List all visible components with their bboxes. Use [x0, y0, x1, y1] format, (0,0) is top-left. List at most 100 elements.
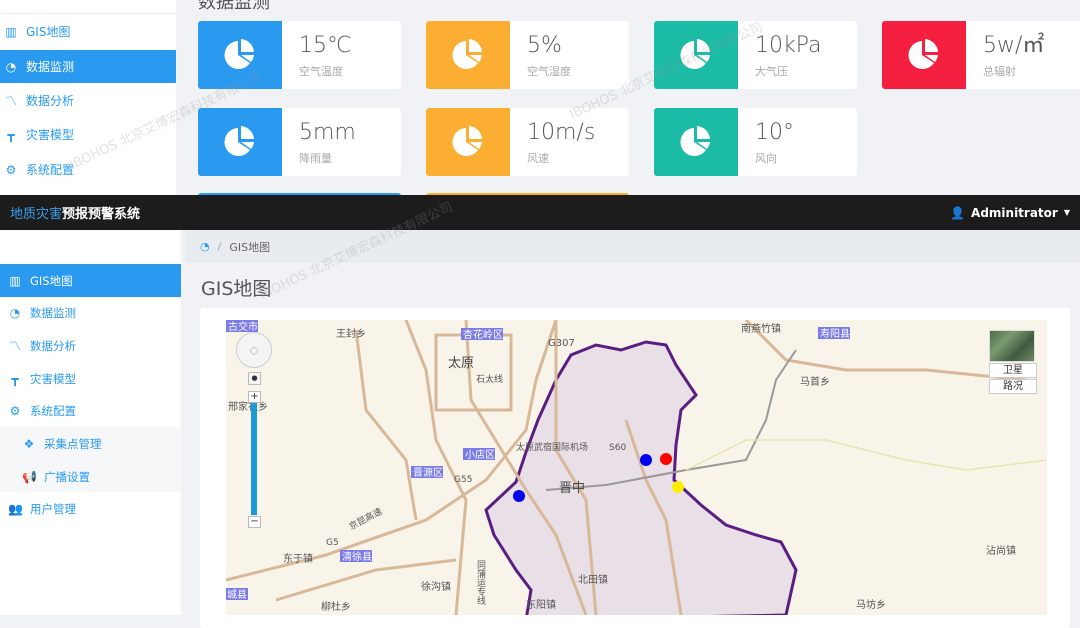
metric-card: 10m/s 风速: [426, 108, 629, 176]
label-zhanshang: 沾尚镇: [986, 544, 1016, 557]
bullhorn-icon: 📢: [22, 469, 37, 484]
map-icon: ▥: [5, 24, 17, 39]
metric-card: 5mm 降雨量: [198, 108, 401, 176]
pie-chart-icon: [198, 21, 282, 89]
pan-control[interactable]: ◇: [236, 332, 272, 368]
metric-card: 15℃ 空气温度: [198, 21, 401, 89]
map-icon: ▥: [9, 273, 21, 288]
gears-icon: ⚙: [9, 403, 21, 418]
map-marker[interactable]: [640, 454, 652, 466]
dashboard-icon: ◔: [9, 305, 21, 320]
sidebar-item-data-monitor[interactable]: ◔ 数据监测: [9, 305, 76, 320]
label-wangfeng: 王封乡: [336, 327, 366, 340]
sidebar-item-gis[interactable]: ▥ GIS地图: [0, 264, 181, 297]
label-jingkun: 京昆高速: [347, 505, 384, 533]
sidebar-item-data-monitor[interactable]: ◔ 数据监测: [0, 50, 176, 83]
app-brand[interactable]: 地质灾害预报预警系统: [10, 207, 141, 222]
gears-icon: ⚙: [5, 162, 17, 177]
user-menu[interactable]: 👤 Adminitrator ▼: [950, 205, 1070, 220]
metric-value: 5%: [527, 33, 562, 58]
sidebar-item-disaster-model[interactable]: ┳ 灾害模型: [0, 118, 176, 151]
metric-value: 15℃: [299, 33, 352, 58]
sidebar-top: ▥ GIS地图 ◔ 数据监测 〽数据分析 ┳ 灾害模型 ⚙ 系统配置: [0, 0, 176, 195]
data-monitor-view: ▥ GIS地图 ◔ 数据监测 〽数据分析 ┳ 灾害模型 ⚙ 系统配置 数据监测 15℃ 空…: [0, 0, 1080, 195]
sidebar-item-system-config[interactable]: ⚙ 系统配置: [9, 403, 76, 418]
label-g307: G307: [548, 338, 575, 349]
label-taiyuan: 太原: [448, 356, 474, 371]
pie-chart-icon: [882, 21, 966, 89]
label-gujiao: 古交市: [228, 320, 258, 333]
label-jinzhong: 晋中: [559, 481, 585, 496]
label-xinghualing: 杏花岭区: [463, 328, 503, 341]
sidebar-item-system-config[interactable]: ⚙ 系统配置: [5, 162, 75, 178]
label-shitai: 石太线: [476, 373, 503, 385]
map-marker[interactable]: [513, 490, 525, 502]
sidebar-item-data-analysis[interactable]: 〽数据分析: [4, 94, 75, 108]
pie-chart-icon: [654, 108, 738, 176]
locate-button[interactable]: ●: [248, 372, 261, 385]
metric-label: 风速: [527, 152, 549, 165]
label-nanyan: 南燕竹镇: [741, 322, 781, 335]
label-xugou: 徐沟镇: [421, 580, 451, 593]
map-labels: 古交市 王封乡 杏花岭区 太原 G307 石太线 邢家社乡 太原武宿国际机场 S…: [226, 320, 1016, 613]
users-icon: 👥: [8, 501, 23, 516]
metric-label: 风向: [755, 152, 777, 165]
metric-label: 大气压: [755, 65, 788, 78]
gis-map[interactable]: 古交市 王封乡 杏花岭区 太原 G307 石太线 邢家社乡 太原武宿国际机场 S…: [226, 320, 1047, 615]
zoom-slider[interactable]: [251, 403, 257, 515]
dashboard-icon[interactable]: ◔: [200, 240, 210, 253]
metric-card: 5% 空气湿度: [426, 21, 629, 89]
label-xingjia: 邢家社乡: [228, 400, 268, 413]
caret-down-icon: ▼: [1063, 208, 1070, 217]
model-icon: ┳: [11, 371, 19, 386]
metric-value: 10m/s: [527, 120, 596, 145]
cubes-icon: ❖: [23, 436, 35, 451]
pie-chart-icon: [426, 21, 510, 89]
sidebar-item-broadcast[interactable]: 📢 广播设置: [22, 469, 90, 484]
page-title: 数据监测: [198, 0, 270, 13]
sidebar-item-gis[interactable]: ▥ GIS地图: [5, 24, 71, 40]
metric-label: 空气湿度: [527, 65, 571, 78]
label-tongpu: 同蒲运专线: [475, 560, 486, 605]
metric-value: 10°: [755, 120, 794, 145]
sidebar-item-disaster-model[interactable]: ┳ 灾害模型: [0, 362, 181, 395]
map-marker[interactable]: [672, 481, 684, 493]
pie-chart-icon: [198, 108, 282, 176]
line-chart-icon: 〽: [8, 339, 21, 353]
label-jinyuan: 晋源区: [413, 466, 443, 479]
map-canvas: 古交市 王封乡 杏花岭区 太原 G307 石太线 邢家社乡 太原武宿国际机场 S…: [226, 320, 1047, 615]
dashboard-icon: ◔: [5, 59, 17, 74]
traffic-button[interactable]: 路况: [989, 379, 1037, 394]
page-title: GIS地图: [201, 278, 272, 300]
sidebar-item-collection-points[interactable]: ❖ 采集点管理: [23, 436, 102, 451]
line-chart-icon: 〽: [4, 94, 17, 108]
label-s60: S60: [609, 443, 626, 453]
metric-value: 5mm: [299, 120, 356, 145]
model-icon: ┳: [7, 127, 15, 142]
sidebar-item-data-analysis[interactable]: 〽数据分析: [8, 338, 76, 354]
label-dongyang: 东阳镇: [526, 598, 556, 611]
metric-value: 10kPa: [755, 33, 822, 58]
label-liudu: 柳杜乡: [321, 600, 351, 613]
label-g55: G55: [454, 475, 472, 485]
sidebar: ▥ GIS地图 ◔ 数据监测 〽数据分析 ┳ 灾害模型 ⚙ 系统配置 ❖ 采集点管理 📢 广…: [0, 230, 181, 615]
pie-chart-icon: [654, 21, 738, 89]
breadcrumb-current: GIS地图: [229, 240, 271, 254]
zoom-in-button[interactable]: +: [248, 391, 261, 403]
top-navbar: 地质灾害预报预警系统 👤 Adminitrator ▼: [0, 195, 1080, 230]
map-marker[interactable]: [660, 453, 672, 465]
satellite-thumbnail[interactable]: [989, 330, 1035, 362]
metric-card: 10° 风向: [654, 108, 857, 176]
label-airport: 太原武宿国际机场: [516, 441, 588, 453]
metric-label: 总辐射: [983, 65, 1016, 78]
breadcrumb: ◔ / GIS地图: [185, 230, 1080, 263]
metric-label: 降雨量: [299, 152, 332, 165]
label-xiaodian: 小店区: [465, 448, 495, 461]
zoom-out-button[interactable]: −: [248, 516, 261, 528]
metric-card: 10kPa 大气压: [654, 21, 857, 89]
sidebar-item-users[interactable]: 👥 用户管理: [8, 501, 76, 516]
satellite-button[interactable]: 卫星: [989, 363, 1037, 378]
label-shouyang: 寿阳县: [820, 327, 850, 340]
label-g5: G5: [326, 538, 339, 548]
label-chengxian: 城县: [227, 589, 247, 601]
